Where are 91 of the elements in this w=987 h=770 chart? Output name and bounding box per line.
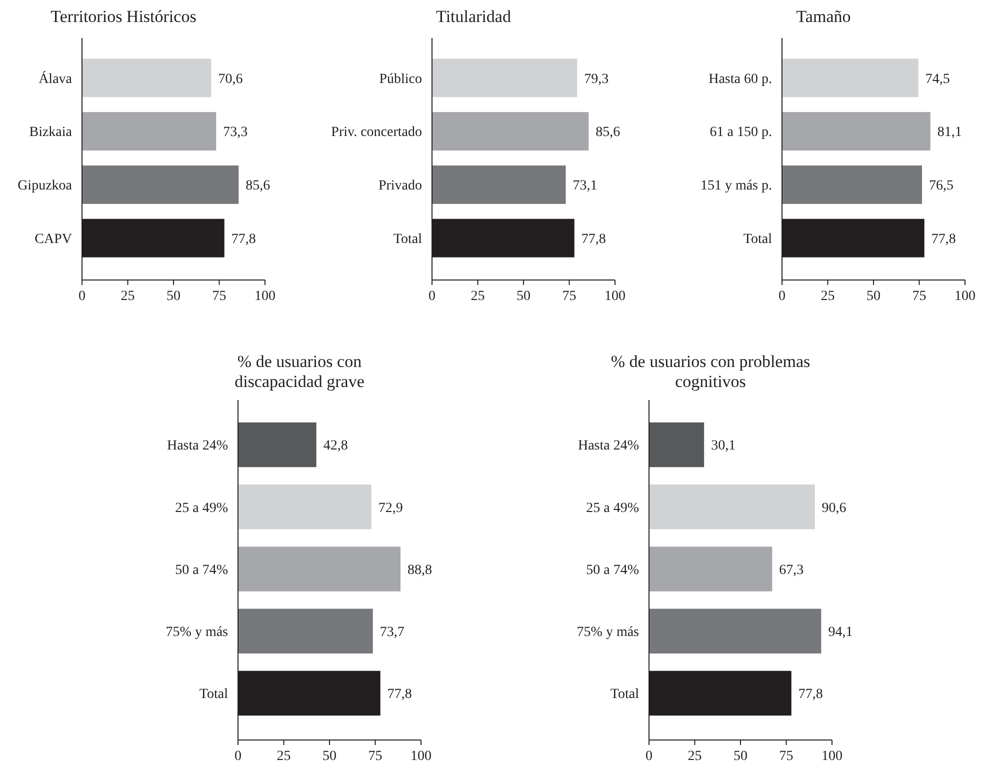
- x-tick-label: 0: [646, 749, 652, 764]
- y-tick-label: Hasta 24%: [578, 438, 640, 454]
- x-tick-label: 75: [779, 749, 794, 764]
- y-tick-label: 25 a 49%: [586, 500, 640, 516]
- data-label: 85,6: [246, 178, 270, 194]
- x-tick-label: 50: [516, 289, 530, 304]
- data-label: 74,5: [925, 72, 950, 87]
- bar: [238, 484, 372, 530]
- bar: [782, 165, 922, 204]
- x-tick-label: 25: [120, 289, 135, 304]
- x-tick-label: 75: [912, 289, 926, 304]
- x-tick-label: 100: [254, 289, 276, 304]
- x-tick-label: 25: [276, 749, 291, 764]
- x-tick-label: 0: [234, 749, 242, 764]
- x-tick-label: 0: [428, 289, 436, 304]
- data-label: 30,1: [711, 438, 736, 454]
- bar: [649, 546, 772, 592]
- data-label: 88,8: [408, 562, 432, 578]
- y-tick-label: 61 a 150 p.: [710, 125, 772, 140]
- y-tick-label: Total: [199, 687, 228, 702]
- chart-title: % de usuarios con problemas cognitivos: [610, 352, 810, 391]
- y-tick-label: 50 a 74%: [586, 562, 640, 578]
- chart-title: Titularidad: [436, 7, 512, 26]
- x-tick-label: 50: [166, 289, 180, 304]
- x-tick-label: 0: [778, 289, 786, 304]
- x-tick-label: 50: [734, 749, 748, 764]
- bar: [82, 58, 212, 98]
- bar: [649, 422, 704, 468]
- data-label: 70,6: [218, 72, 243, 87]
- data-label: 77,8: [798, 687, 823, 702]
- x-tick-label: 25: [688, 749, 702, 764]
- data-label: 76,5: [928, 178, 954, 194]
- bar: [782, 112, 930, 151]
- data-label: 73,3: [223, 125, 248, 140]
- data-label: 42,8: [323, 438, 348, 454]
- y-tick-label: Total: [393, 232, 422, 247]
- y-tick-label: 75% y más: [576, 625, 639, 640]
- bar: [238, 608, 373, 654]
- y-tick-label: 50 a 74%: [175, 562, 228, 578]
- x-tick-label: 75: [368, 749, 382, 764]
- bar: [238, 546, 401, 592]
- data-label: 77,8: [387, 687, 412, 702]
- x-tick-label: 75: [562, 289, 576, 304]
- y-tick-label: Público: [379, 72, 422, 87]
- y-tick-label: Privado: [378, 178, 422, 194]
- bar: [649, 608, 822, 654]
- data-label: 85,6: [596, 125, 620, 140]
- x-tick-label: 50: [322, 749, 336, 764]
- data-label: 81,1: [937, 125, 962, 140]
- x-tick-label: 0: [78, 289, 86, 304]
- x-tick-label: 100: [410, 749, 432, 764]
- x-tick-label: 100: [954, 289, 976, 304]
- y-tick-label: Gipuzkoa: [18, 178, 73, 194]
- data-label: 90,6: [822, 500, 846, 516]
- x-tick-label: 100: [604, 289, 626, 304]
- data-label: 94,1: [828, 625, 853, 640]
- x-tick-label: 50: [866, 289, 880, 304]
- y-tick-label: Total: [610, 687, 640, 702]
- data-label: 73,7: [380, 625, 404, 640]
- bar: [782, 58, 918, 98]
- y-tick-label: Álava: [38, 70, 73, 87]
- y-tick-label: CAPV: [34, 232, 72, 247]
- chart-title: % de usuarios con discapacidad grave: [234, 352, 364, 391]
- y-tick-label: Priv. concertado: [331, 125, 422, 140]
- bar: [432, 58, 578, 98]
- x-tick-label: 75: [212, 289, 226, 304]
- chart-title: Tamaño: [796, 7, 851, 26]
- y-tick-label: Bizkaia: [29, 125, 73, 140]
- bar: [238, 422, 316, 468]
- data-label: 77,8: [231, 232, 256, 247]
- data-label: 77,8: [931, 232, 956, 247]
- chart-title: Territorios Históricos: [50, 7, 196, 26]
- x-tick-label: 25: [820, 289, 835, 304]
- data-label: 79,3: [584, 72, 609, 87]
- y-tick-label: Total: [743, 232, 772, 247]
- y-tick-label: 75% y más: [166, 625, 228, 640]
- y-tick-label: 151 y más p.: [700, 178, 772, 194]
- bar: [432, 112, 589, 151]
- bar: [432, 165, 566, 204]
- y-tick-label: Hasta 60 p.: [708, 72, 772, 87]
- y-tick-label: 25 a 49%: [175, 500, 228, 516]
- y-tick-label: Hasta 24%: [166, 438, 228, 454]
- bar: [82, 112, 216, 151]
- data-label: 72,9: [378, 500, 403, 516]
- x-tick-label: 100: [822, 749, 842, 764]
- data-label: 73,1: [572, 178, 598, 194]
- data-label: 77,8: [581, 232, 606, 247]
- x-tick-label: 25: [470, 289, 485, 304]
- bar: [649, 484, 815, 530]
- bar: [82, 165, 239, 204]
- data-label: 67,3: [779, 562, 804, 578]
